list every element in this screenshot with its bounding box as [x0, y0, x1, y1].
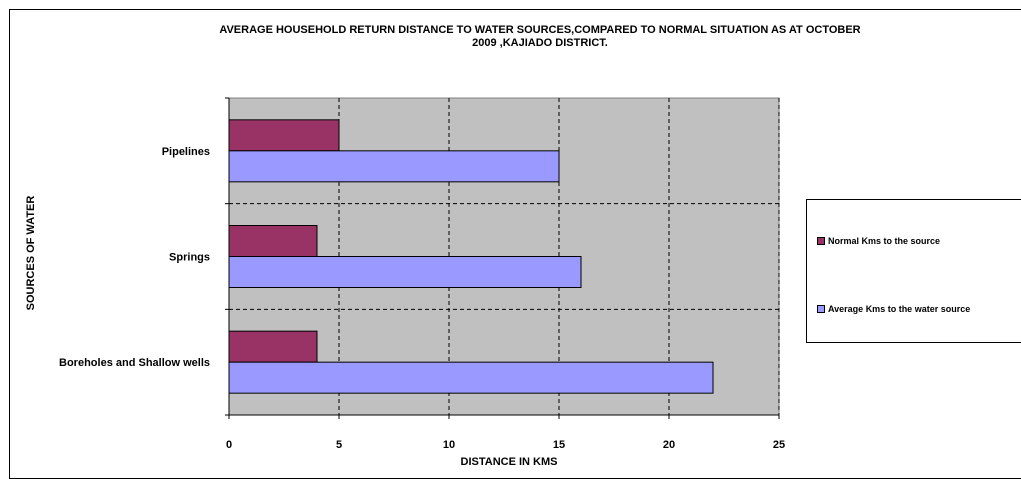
category-label: Boreholes and Shallow wells: [59, 357, 210, 369]
category-label: Springs: [169, 252, 210, 264]
legend-label-normal: Normal Kms to the source: [828, 236, 941, 246]
legend-item-normal: Normal Kms to the source: [817, 236, 940, 246]
chart-title-line-1: AVERAGE HOUSEHOLD RETURN DISTANCE TO WAT…: [219, 24, 861, 36]
bar-normal: [228, 119, 340, 152]
bars: [228, 119, 714, 394]
bar-average: [228, 256, 582, 288]
legend-swatch-average: [817, 305, 825, 313]
chart-title-line-2: 2009 ,KAJIADO DISTRICT.: [472, 37, 608, 49]
x-tick-label: 0: [226, 439, 232, 451]
x-tick-label: 25: [773, 439, 785, 451]
legend: Normal Kms to the source Average Kms to …: [806, 199, 1021, 343]
x-axis-title: DISTANCE IN KMS: [460, 456, 558, 468]
legend-swatch-normal: [817, 237, 825, 245]
bar-normal: [228, 330, 318, 363]
x-tick-label: 10: [443, 439, 455, 451]
x-tick-label: 5: [336, 439, 342, 451]
axis-labels: 0 5 10 15 20 25 Pipelines Springs Boreholes and …: [59, 146, 785, 451]
category-label: Pipelines: [162, 146, 210, 158]
legend-item-average: Average Kms to the water source: [817, 304, 970, 314]
chart-title: AVERAGE HOUSEHOLD RETURN DISTANCE TO WAT…: [100, 24, 980, 50]
bar-average: [228, 150, 560, 183]
x-tick-label: 15: [553, 439, 565, 451]
bar-average: [228, 361, 714, 394]
x-tick-label: 20: [663, 439, 675, 451]
axes: [225, 97, 780, 419]
bar-normal: [228, 225, 318, 257]
legend-label-average: Average Kms to the water source: [828, 304, 971, 314]
